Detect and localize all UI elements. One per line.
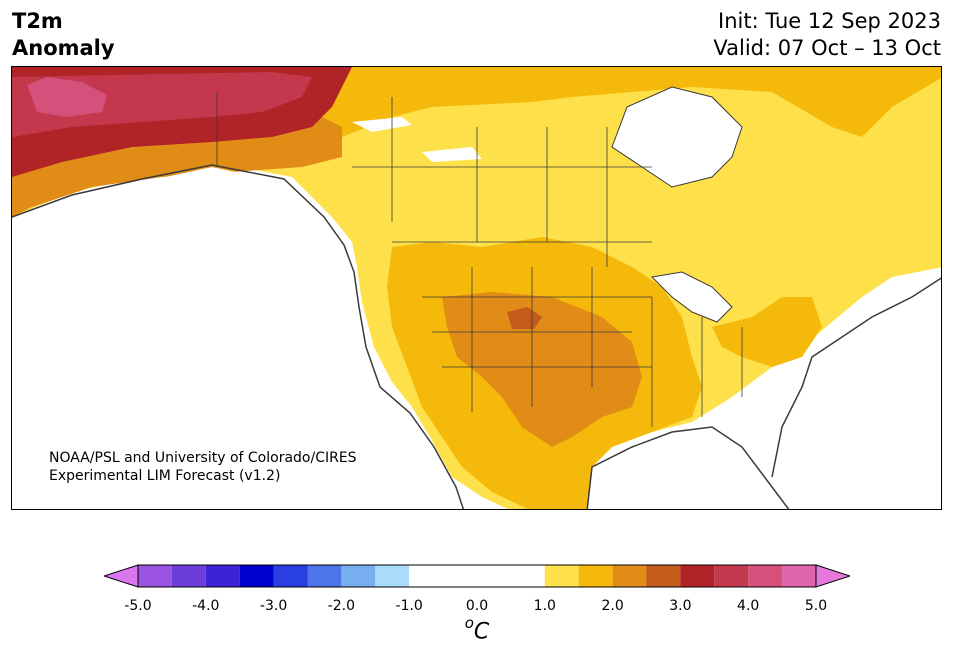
colorbar-bin: [477, 565, 545, 587]
colorbar-bin: [375, 565, 410, 587]
map-title: T2m Anomaly: [12, 8, 115, 62]
anomaly-map: NOAA/PSL and University of Colorado/CIRE…: [11, 66, 942, 510]
political-borders: [216, 92, 743, 427]
canadian-lakes: [352, 117, 482, 162]
colorbar-outline: [137, 564, 817, 588]
colorbar-tick-label: 2.0: [601, 598, 624, 614]
coastline: [12, 164, 941, 509]
great-lakes: [650, 271, 733, 323]
colorbar-bin: [748, 565, 783, 587]
colorbar-bin: [612, 565, 647, 587]
colorbar-bin: [205, 565, 240, 587]
map-canvas: [12, 67, 941, 509]
atlantic-ocean: [772, 278, 941, 509]
colorbar-bin: [680, 565, 715, 587]
colorbar-tick-label: -2.0: [327, 598, 356, 614]
colorbar-tick-label: 1.0: [533, 598, 556, 614]
colorbar-tick-label: -1.0: [395, 598, 423, 614]
alaska-magenta: [27, 77, 107, 117]
colorbar-bin: [307, 565, 342, 587]
colorbar-tick-label: -5.0: [124, 598, 152, 614]
colorbar-tick-label: 4.0: [737, 598, 760, 614]
colorbar-bin: [171, 565, 206, 587]
colorbar-bins: [138, 565, 816, 587]
title-line-1: T2m: [12, 9, 63, 33]
colorbar-under-arrow: [104, 564, 139, 588]
credit-line-1: NOAA/PSL and University of Colorado/CIRE…: [49, 450, 357, 466]
colorbar-bin: [239, 565, 274, 587]
northeast-orange: [712, 297, 822, 367]
unit-superscript: o: [464, 614, 474, 632]
unit-base: C: [473, 619, 490, 645]
colorbar: [104, 564, 850, 588]
hudson-bay: [611, 86, 743, 188]
colorbar-bin: [544, 565, 579, 587]
colorbar-tick-label: -4.0: [192, 598, 220, 614]
colorbar-tick-label: 3.0: [669, 598, 692, 614]
colorbar-bin: [714, 565, 749, 587]
colorbar-bin: [409, 565, 477, 587]
colorbar-tick-label: -3.0: [259, 598, 288, 614]
wyoming-red-core: [507, 307, 542, 329]
colorbar-tick-label: 0.0: [465, 598, 489, 614]
colorbar-bin: [578, 565, 613, 587]
unit-label: oC: [464, 614, 490, 645]
title-line-2: Anomaly: [12, 36, 115, 60]
colorbar-over-arrow: [815, 564, 850, 588]
valid-date: Valid: 07 Oct – 13 Oct: [713, 36, 941, 60]
map-credit: NOAA/PSL and University of Colorado/CIRE…: [49, 449, 357, 485]
colorbar-bin: [138, 565, 172, 587]
colorbar-tick-label: 5.0: [804, 598, 828, 614]
pacific-ocean: [12, 167, 462, 509]
colorbar-bin: [273, 565, 308, 587]
forecast-dates: Init: Tue 12 Sep 2023 Valid: 07 Oct – 13…: [713, 8, 941, 62]
colorbar-bin: [646, 565, 681, 587]
colorbar-bin: [341, 565, 376, 587]
init-date: Init: Tue 12 Sep 2023: [718, 9, 941, 33]
colorbar-bin: [782, 565, 816, 587]
credit-line-2: Experimental LIM Forecast (v1.2): [49, 468, 281, 484]
gulf-of-mexico: [587, 427, 791, 509]
